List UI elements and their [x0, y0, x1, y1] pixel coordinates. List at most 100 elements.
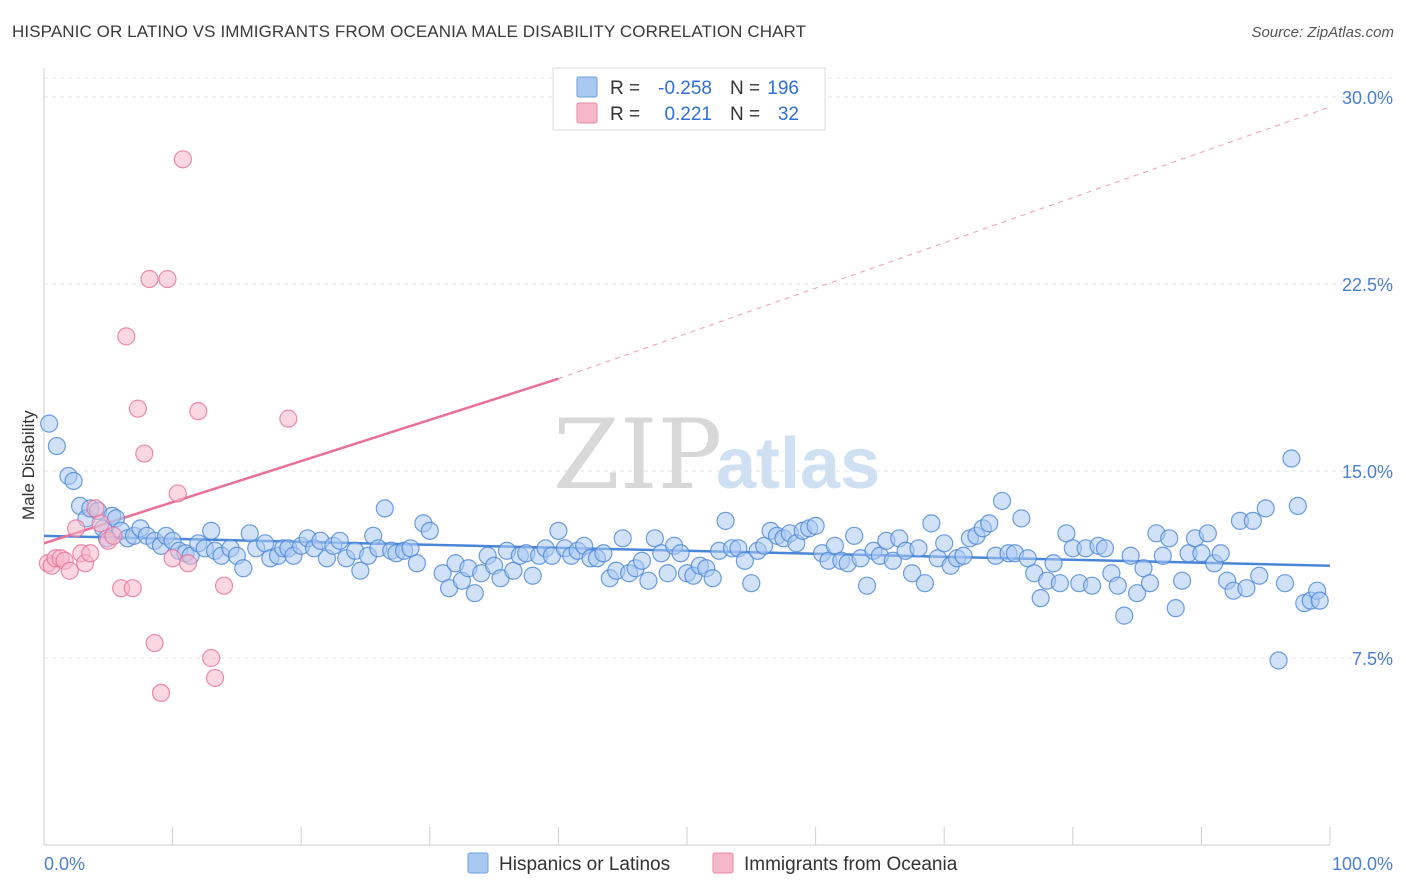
- point-hispanic: [330, 531, 349, 550]
- point-hispanic: [1082, 576, 1102, 595]
- point-hispanic: [992, 491, 1012, 511]
- legend-r-value-2: 0.221: [664, 104, 712, 125]
- bottom-legend-label-oceania: Immigrants from Oceania: [744, 854, 958, 875]
- point-hispanic: [613, 529, 632, 548]
- bottom-legend-swatch-hispanic: [467, 852, 489, 874]
- point-hispanic: [1140, 574, 1160, 593]
- y-tick-label: 30.0%: [1342, 88, 1393, 108]
- legend-r-label-2: R =: [610, 104, 640, 125]
- legend-r-label-1: R =: [610, 78, 640, 99]
- point-oceania: [123, 579, 142, 598]
- y-tick-label: 15.0%: [1342, 462, 1393, 482]
- point-oceania: [81, 544, 100, 563]
- point-hispanic: [1057, 524, 1076, 543]
- point-hispanic: [1108, 576, 1127, 595]
- point-hispanic: [915, 574, 935, 593]
- watermark-atlas: atlas: [716, 424, 880, 504]
- point-hispanic: [742, 574, 761, 593]
- point-oceania: [279, 409, 298, 428]
- point-oceania: [104, 526, 123, 545]
- point-oceania: [91, 514, 110, 533]
- chart-title: HISPANIC OR LATINO VS IMMIGRANTS FROM OC…: [12, 22, 807, 41]
- point-hispanic: [1031, 589, 1050, 608]
- point-oceania: [67, 519, 86, 538]
- y-tick-label: 22.5%: [1342, 275, 1393, 295]
- point-oceania: [178, 554, 198, 573]
- point-hispanic: [645, 529, 664, 548]
- point-hispanic: [1275, 574, 1295, 593]
- point-hispanic: [420, 521, 439, 540]
- point-hispanic: [1256, 499, 1275, 518]
- point-hispanic: [1237, 579, 1256, 598]
- point-hispanic: [1127, 584, 1147, 603]
- legend-n-value-2: 32: [778, 104, 799, 125]
- point-hispanic: [1050, 574, 1070, 593]
- point-oceania: [151, 683, 171, 703]
- point-hispanic: [1121, 546, 1140, 565]
- point-hispanic: [1243, 511, 1262, 530]
- tick-labels: 7.5% 15.0% 22.5% 30.0% 0.0% 100.0%: [44, 88, 1393, 874]
- y-tick-label: 7.5%: [1352, 649, 1393, 669]
- point-hispanic: [1160, 529, 1179, 548]
- point-hispanic: [703, 569, 722, 588]
- point-hispanic: [1012, 509, 1031, 528]
- legend-swatch-hispanic: [576, 76, 598, 98]
- point-hispanic: [735, 551, 754, 570]
- point-hispanic: [234, 559, 253, 578]
- point-hispanic: [883, 551, 902, 570]
- point-hispanic: [1095, 539, 1115, 558]
- legend-n-label-2: N =: [730, 104, 760, 125]
- point-hispanic: [1166, 599, 1185, 618]
- point-hispanic: [845, 526, 864, 545]
- point-hispanic: [1198, 524, 1217, 543]
- point-hispanic: [935, 534, 954, 553]
- point-oceania: [173, 150, 192, 169]
- legend-n-value-1: 196: [767, 78, 799, 99]
- point-hispanic: [549, 521, 568, 540]
- point-oceania: [117, 327, 136, 346]
- point-hispanic: [465, 584, 484, 603]
- point-hispanic: [1288, 496, 1307, 516]
- point-oceania: [158, 269, 177, 289]
- trend-line-oceania: [43, 377, 559, 545]
- point-hispanic: [902, 564, 922, 583]
- point-hispanic: [909, 539, 928, 558]
- bottom-legend-swatch-oceania: [712, 852, 734, 874]
- point-oceania: [135, 444, 154, 463]
- point-oceania: [128, 399, 147, 418]
- point-hispanic: [351, 561, 370, 580]
- point-hispanic: [375, 499, 394, 518]
- point-hispanic: [1269, 651, 1288, 670]
- point-oceania: [60, 561, 79, 580]
- point-hispanic: [1310, 591, 1329, 610]
- point-hispanic: [202, 521, 221, 540]
- bottom-legend: Hispanics or Latinos Immigrants from Oce…: [467, 852, 958, 875]
- point-hispanic: [1115, 606, 1134, 625]
- point-hispanic: [825, 536, 844, 555]
- legend-swatch-oceania: [576, 102, 598, 124]
- point-hispanic: [980, 514, 999, 533]
- point-hispanic: [40, 414, 59, 433]
- point-hispanic: [716, 511, 735, 530]
- point-hispanic: [401, 539, 420, 558]
- top-legend: R = -0.258 N = 196 R = 0.221 N = 32: [552, 67, 826, 131]
- axes: [43, 68, 1331, 846]
- point-oceania: [189, 402, 208, 421]
- point-hispanic: [1153, 546, 1172, 565]
- legend-r-value-1: -0.258: [658, 78, 712, 99]
- point-oceania: [214, 576, 234, 595]
- point-hispanic: [407, 554, 427, 573]
- y-axis-label: Male Disability: [19, 410, 38, 520]
- trend-extension-oceania: [558, 106, 1331, 380]
- point-oceania: [163, 549, 182, 568]
- point-hispanic: [1211, 544, 1230, 563]
- point-hispanic: [1134, 559, 1153, 578]
- point-hispanic: [1018, 549, 1037, 568]
- point-hispanic: [1192, 544, 1211, 563]
- point-hispanic: [658, 564, 677, 583]
- point-hispanic: [954, 546, 973, 565]
- point-oceania: [205, 668, 225, 688]
- point-hispanic: [806, 516, 825, 535]
- legend-n-label-1: N =: [730, 78, 760, 99]
